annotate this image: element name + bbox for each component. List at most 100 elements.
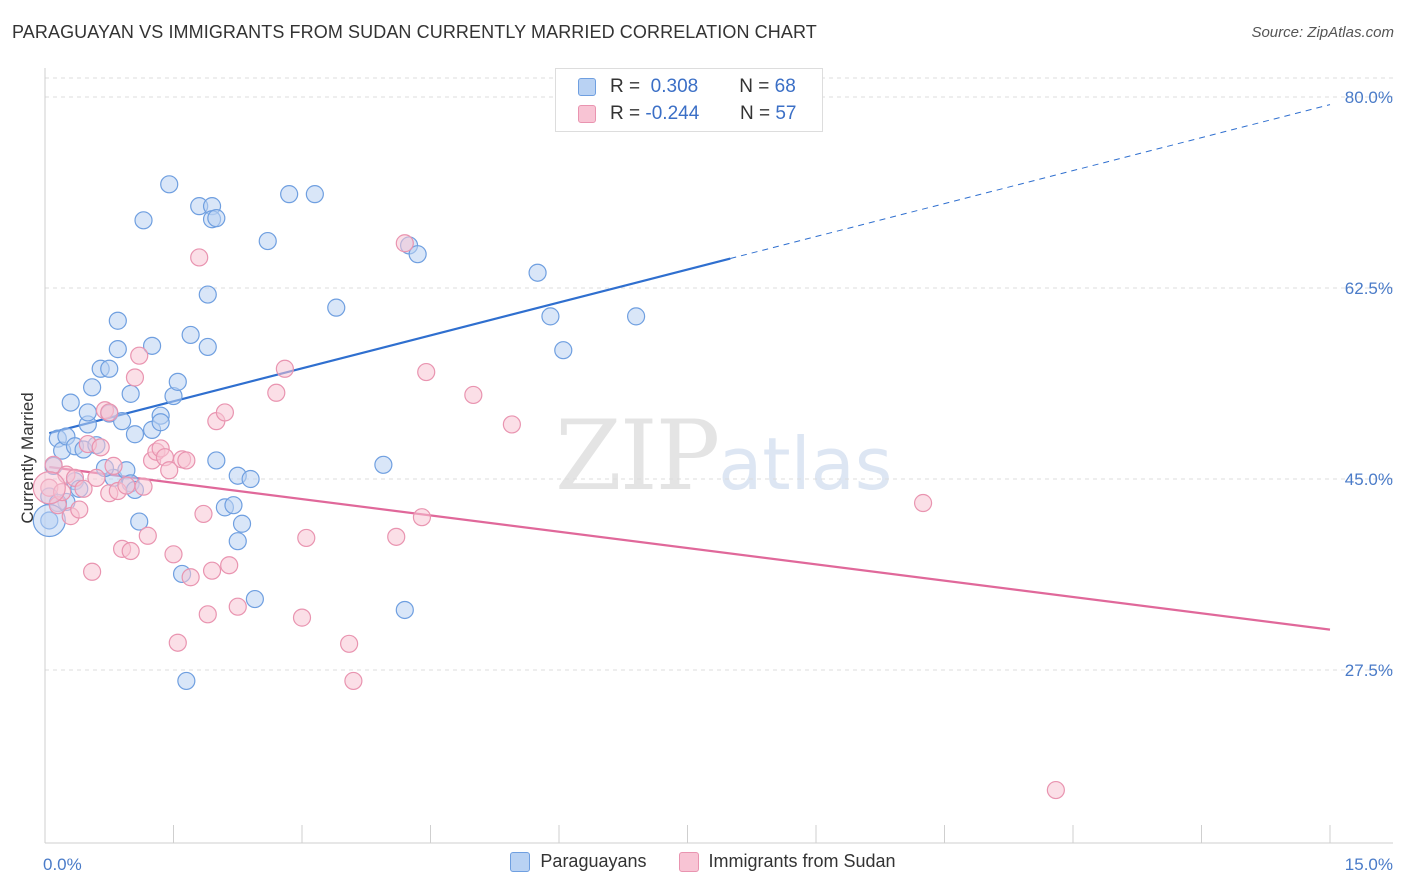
point-sudan [194,504,213,524]
point-sudan [91,438,110,457]
point-paraguayans [408,245,427,264]
point-paraguayans [207,451,226,470]
point-paraguayans [177,671,196,691]
point-sudan [168,633,187,652]
point-paraguayans [83,378,102,397]
series-legend: Paraguayans Immigrants from Sudan [0,851,1406,872]
point-sudan [395,234,414,253]
point-sudan [464,385,483,405]
large-point-sudan [32,471,66,505]
y-tick-label: 45.0% [1345,470,1393,489]
point-paraguayans [121,384,140,403]
point-paraguayans [198,285,217,304]
point-sudan [202,561,222,580]
legend-swatch-blue [578,78,596,96]
legend-n-label: N = [739,103,771,124]
x-tick-label: 0.0% [43,855,82,874]
point-sudan [121,541,140,561]
point-sudan [83,562,102,581]
point-paraguayans [151,413,170,432]
data-points [32,175,1065,800]
legend-n-value: 68 [774,76,796,97]
point-sudan [292,608,312,627]
point-paraguayans [541,307,560,326]
point-paraguayans [241,469,260,489]
point-paraguayans [78,403,97,422]
y-tick-label: 27.5% [1345,661,1393,680]
point-sudan [74,479,93,498]
point-paraguayans [108,311,127,330]
legend-item-sudan[interactable]: Immigrants from Sudan [678,851,896,872]
point-paraguayans [100,359,119,378]
point-paraguayans [207,209,226,228]
legend-n-label: N = [739,76,770,97]
correlation-legend: R = 0.308 N = 68 R = -0.244 N = 57 [555,68,823,132]
y-axis-label: Currently Married [18,392,37,523]
grid-lines [45,77,1393,671]
point-sudan [117,476,136,495]
legend-r-label: R = [610,76,641,97]
point-sudan [164,545,183,564]
point-sudan [297,528,316,548]
point-sudan [104,456,123,476]
legend-r-label: R = [610,103,641,124]
point-sudan [344,671,363,691]
x-tick-label: 15.0% [1345,855,1393,874]
point-sudan [125,368,145,387]
point-paraguayans [374,455,393,474]
point-sudan [1046,780,1065,800]
point-paraguayans [142,336,162,355]
watermark-zip: ZIP [555,400,720,512]
point-paraguayans [125,425,145,444]
axis-labels: 27.5% 45.0% 62.5% 80.0% 0.0% 15.0% Currently M… [18,88,1393,874]
point-paraguayans [280,185,299,204]
point-sudan [340,634,359,653]
legend-r-value: -0.244 [645,103,700,124]
point-sudan [100,403,119,422]
point-paraguayans [245,589,264,609]
point-paraguayans [305,185,324,204]
point-sudan [160,461,179,480]
trend-lines [49,104,1331,631]
trend-line-paraguayans [49,257,731,435]
y-tick-label: 62.5% [1345,279,1393,298]
point-sudan [267,383,286,402]
point-sudan [275,359,294,378]
point-paraguayans [228,532,247,551]
chart-title: PARAGUAYAN VS IMMIGRANTS FROM SUDAN CURR… [12,22,817,42]
point-sudan [190,248,209,267]
point-sudan [87,468,106,488]
point-paraguayans [626,307,646,326]
point-paraguayans [134,211,153,230]
point-paraguayans [112,412,132,431]
point-sudan [228,597,247,616]
point-sudan [215,403,234,422]
y-tick-label: 80.0% [1345,88,1393,107]
legend-item-paraguayans[interactable]: Paraguayans [510,851,647,872]
point-sudan [198,605,217,624]
point-sudan [220,556,239,575]
point-paraguayans [554,341,573,360]
point-paraguayans [181,325,200,345]
point-sudan [177,451,196,470]
axes [44,68,1393,844]
legend-row-paraguayans: R = 0.308 N = 68 [578,74,796,100]
point-paraguayans [160,175,179,194]
legend-swatch-pink [678,851,699,872]
point-paraguayans [224,496,243,515]
point-paraguayans [198,337,217,357]
point-sudan [417,362,436,382]
legend-swatch-pink [578,105,596,123]
trend-line-sudan [49,465,1331,631]
legend-label: Paraguayans [540,851,647,871]
source-credit: Source: ZipAtlas.com [1251,24,1394,41]
point-paraguayans [258,231,277,251]
point-paraguayans [232,514,252,533]
point-sudan [70,500,89,519]
point-paraguayans [327,298,346,317]
point-sudan [134,477,153,496]
legend-row-sudan: R = -0.244 N = 57 [578,101,796,127]
trend-line-paraguayans-extension [730,104,1331,260]
point-paraguayans [168,372,187,391]
watermark-atlas: atlas [718,422,893,506]
